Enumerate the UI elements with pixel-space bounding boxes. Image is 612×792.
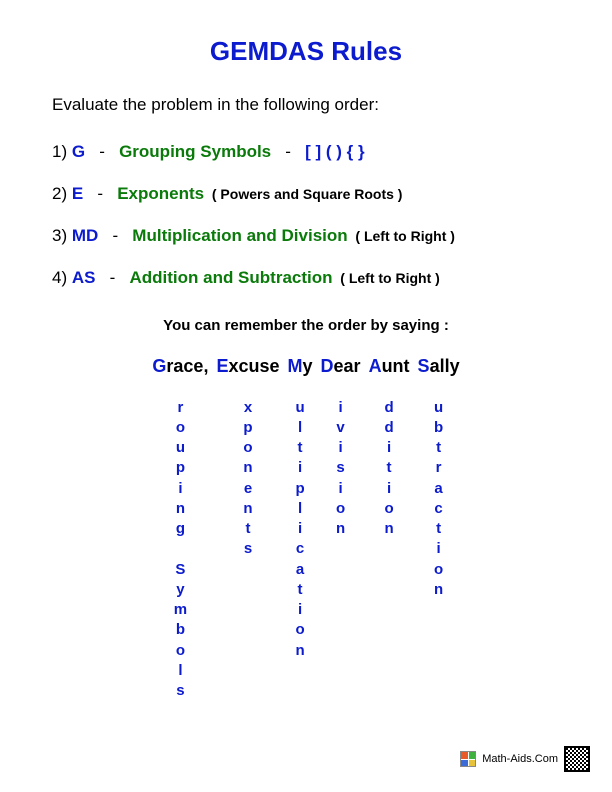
mnemonic-word: Excuse: [212, 356, 283, 377]
footer: Math-Aids.Com: [460, 746, 590, 772]
mnemonic-word: My: [284, 356, 317, 377]
page-title: GEMDAS Rules: [50, 36, 562, 67]
mnemonic-word: Dear: [317, 356, 365, 377]
rule-row: 4) AS - Addition and Subtraction ( Left …: [52, 267, 562, 289]
mnemonic-intro: You can remember the order by saying :: [50, 317, 562, 334]
mnemonic-column: ultiplication: [284, 377, 317, 701]
mnemonic-table: Grace,ExcuseMyDearAuntSally rouping Symb…: [148, 356, 463, 701]
rule-row: 3) MD - Multiplication and Division ( Le…: [52, 225, 562, 247]
rule-row: 2) E - Exponents ( Powers and Square Roo…: [52, 183, 562, 205]
mnemonic-column: ddition: [365, 377, 414, 701]
mnemonic-column: rouping Symbols: [148, 377, 212, 701]
rules-list: 1) G - Grouping Symbols - [ ] ( ) { } 2) …: [50, 141, 562, 289]
mnemonic-column: ivision: [317, 377, 365, 701]
rule-row: 1) G - Grouping Symbols - [ ] ( ) { }: [52, 141, 562, 163]
footer-logo-icon: [460, 751, 476, 767]
mnemonic-column: xponents: [212, 377, 283, 701]
mnemonic-word: Grace,: [148, 356, 212, 377]
mnemonic-word: Sally: [414, 356, 464, 377]
mnemonic-column: ubtraction: [414, 377, 464, 701]
subtitle: Evaluate the problem in the following or…: [50, 95, 562, 115]
footer-text: Math-Aids.Com: [482, 753, 558, 765]
mnemonic-word: Aunt: [365, 356, 414, 377]
qr-code-icon: [564, 746, 590, 772]
